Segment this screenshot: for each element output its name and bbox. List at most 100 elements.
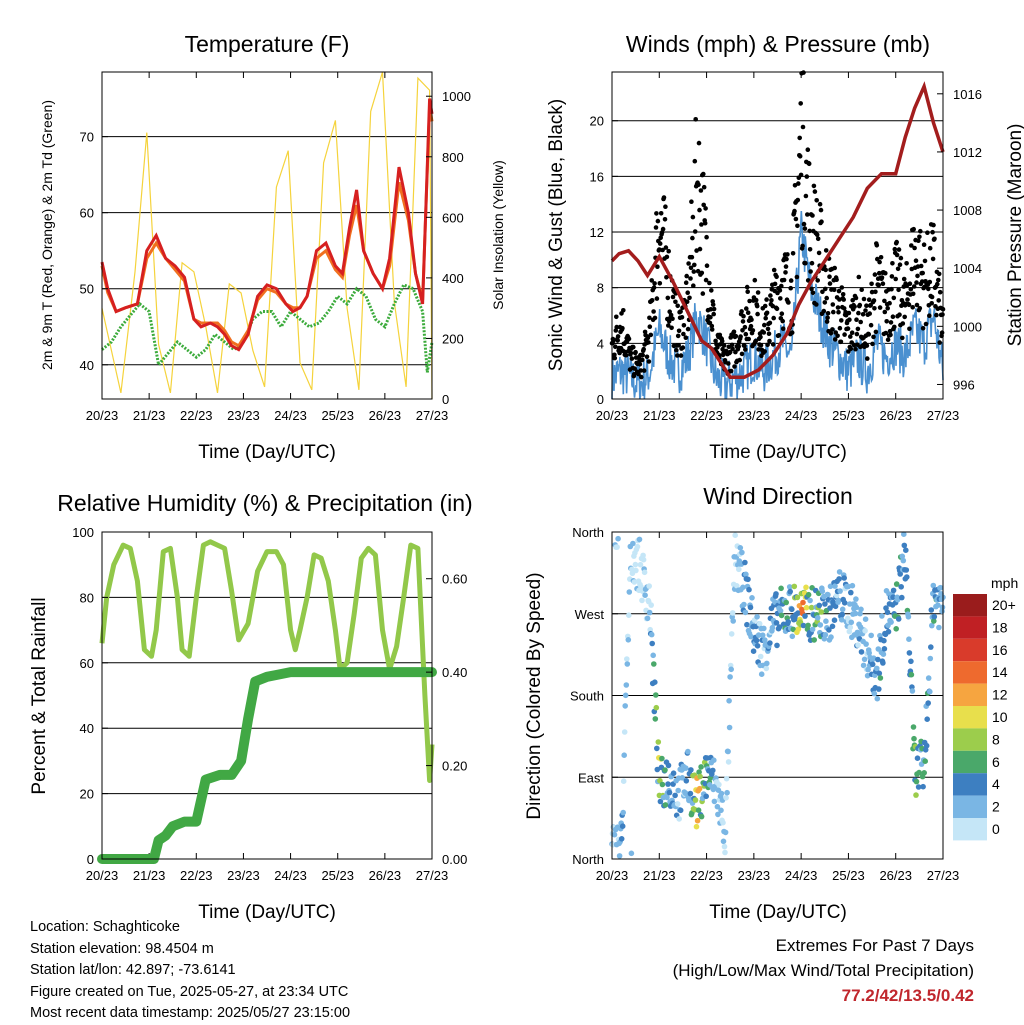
gust-point: [925, 230, 930, 235]
gust-point: [896, 247, 902, 252]
direction-point: [639, 597, 645, 604]
temperature-x-tick-label: 22/23: [180, 408, 213, 423]
direction-point: [676, 816, 682, 822]
humidity-x-tick-label: 26/23: [369, 868, 402, 883]
gust-point: [662, 217, 668, 222]
direction-point: [895, 616, 902, 622]
direction-point: [913, 778, 920, 785]
temperature-x-tick-label: 23/23: [227, 408, 260, 423]
gust-point: [628, 350, 634, 356]
gust-point: [631, 344, 636, 350]
direction-point: [748, 633, 754, 640]
gust-point: [824, 319, 830, 324]
gust-point: [750, 328, 756, 333]
direction-point: [874, 695, 881, 702]
direction-point: [725, 748, 731, 755]
temperature-x-tick-label: 21/23: [133, 408, 166, 423]
gust-point: [710, 302, 716, 307]
winds-panel: Winds (mph) & Pressure (mb) Sonic Wind &…: [546, 31, 1024, 463]
direction-point: [777, 608, 784, 614]
gust-point: [758, 334, 763, 340]
gust-point: [906, 302, 912, 308]
gust-point: [679, 315, 685, 320]
gust-point: [830, 327, 835, 332]
gust-point: [708, 307, 714, 312]
temperature-y-tick-label: 60: [80, 206, 94, 221]
gust-point: [678, 309, 683, 314]
gust-point: [917, 306, 923, 311]
gust-point: [637, 362, 643, 367]
gust-point: [692, 229, 698, 234]
gust-point: [660, 247, 665, 253]
gust-point: [764, 310, 770, 316]
direction-point: [811, 637, 817, 643]
figure-created: Figure created on Tue, 2025-05-27, at 23…: [30, 983, 349, 1000]
temperature-panel: Temperature (F) 2m & 9m T (Red, Orange) …: [39, 31, 506, 463]
gust-point: [865, 356, 870, 361]
direction-point: [816, 602, 823, 609]
gust-point: [821, 308, 827, 314]
direction-point: [654, 745, 660, 752]
direction-point: [664, 794, 670, 801]
direction-point: [832, 603, 839, 610]
direction-y-tick-label: North: [572, 852, 604, 867]
gust-point: [876, 282, 881, 288]
gust-point: [930, 229, 935, 235]
direction-point: [649, 640, 655, 647]
gust-point: [762, 303, 768, 309]
gust-point: [644, 354, 650, 360]
gust-point: [824, 295, 829, 301]
gust-point: [754, 303, 760, 309]
speed-colorbar: mph 20+ 18 16 14 12 10 8 6 4 2 0: [953, 575, 1018, 841]
gust-point: [913, 258, 919, 264]
temperature-plot-frame: [101, 71, 433, 400]
gust-point: [930, 256, 936, 262]
colorbar-swatch: [953, 728, 987, 751]
gust-point: [708, 315, 713, 320]
direction-point: [852, 610, 859, 617]
gust-point: [777, 288, 783, 293]
direction-point: [720, 838, 727, 845]
direction-point: [747, 604, 754, 611]
direction-point: [774, 642, 780, 649]
gust-point: [743, 347, 748, 352]
direction-point: [692, 797, 699, 803]
gust-point: [676, 328, 682, 334]
gust-point: [837, 325, 843, 331]
direction-point: [758, 671, 765, 677]
direction-point: [665, 781, 671, 787]
direction-x-tick-label: 26/23: [879, 868, 912, 883]
direction-point: [853, 604, 860, 611]
direction-point: [736, 566, 742, 573]
direction-point: [698, 813, 705, 820]
temperature-y-label-right: Solar Insolation (Yellow): [490, 160, 506, 310]
gust-point: [711, 311, 716, 317]
direction-point: [755, 632, 762, 638]
winds-y-tick-label-right: 1000: [953, 319, 982, 334]
gust-point: [801, 70, 806, 75]
direction-point: [906, 636, 912, 642]
direction-point: [769, 624, 776, 631]
gust-point: [675, 333, 681, 339]
direction-point: [710, 767, 716, 774]
gust-point: [860, 312, 866, 317]
gust-point: [663, 245, 669, 250]
direction-point: [908, 658, 914, 665]
gust-point: [746, 336, 751, 342]
direction-point: [795, 626, 802, 632]
gust-point: [898, 255, 904, 261]
direction-point: [833, 592, 840, 599]
gust-point: [936, 277, 941, 283]
gust-point: [689, 199, 694, 204]
direction-point: [814, 615, 821, 621]
temperature-y-label: 2m & 9m T (Red, Orange) & 2m Td (Green): [39, 100, 55, 370]
direction-point: [855, 642, 861, 648]
direction-point: [898, 584, 904, 590]
gust-point: [738, 334, 743, 339]
gust-point: [747, 298, 752, 304]
gust-point: [880, 281, 886, 287]
direction-point: [927, 688, 933, 695]
direction-point: [620, 809, 626, 816]
direction-panel: Wind Direction Direction (Colored By Spe…: [524, 483, 1018, 923]
